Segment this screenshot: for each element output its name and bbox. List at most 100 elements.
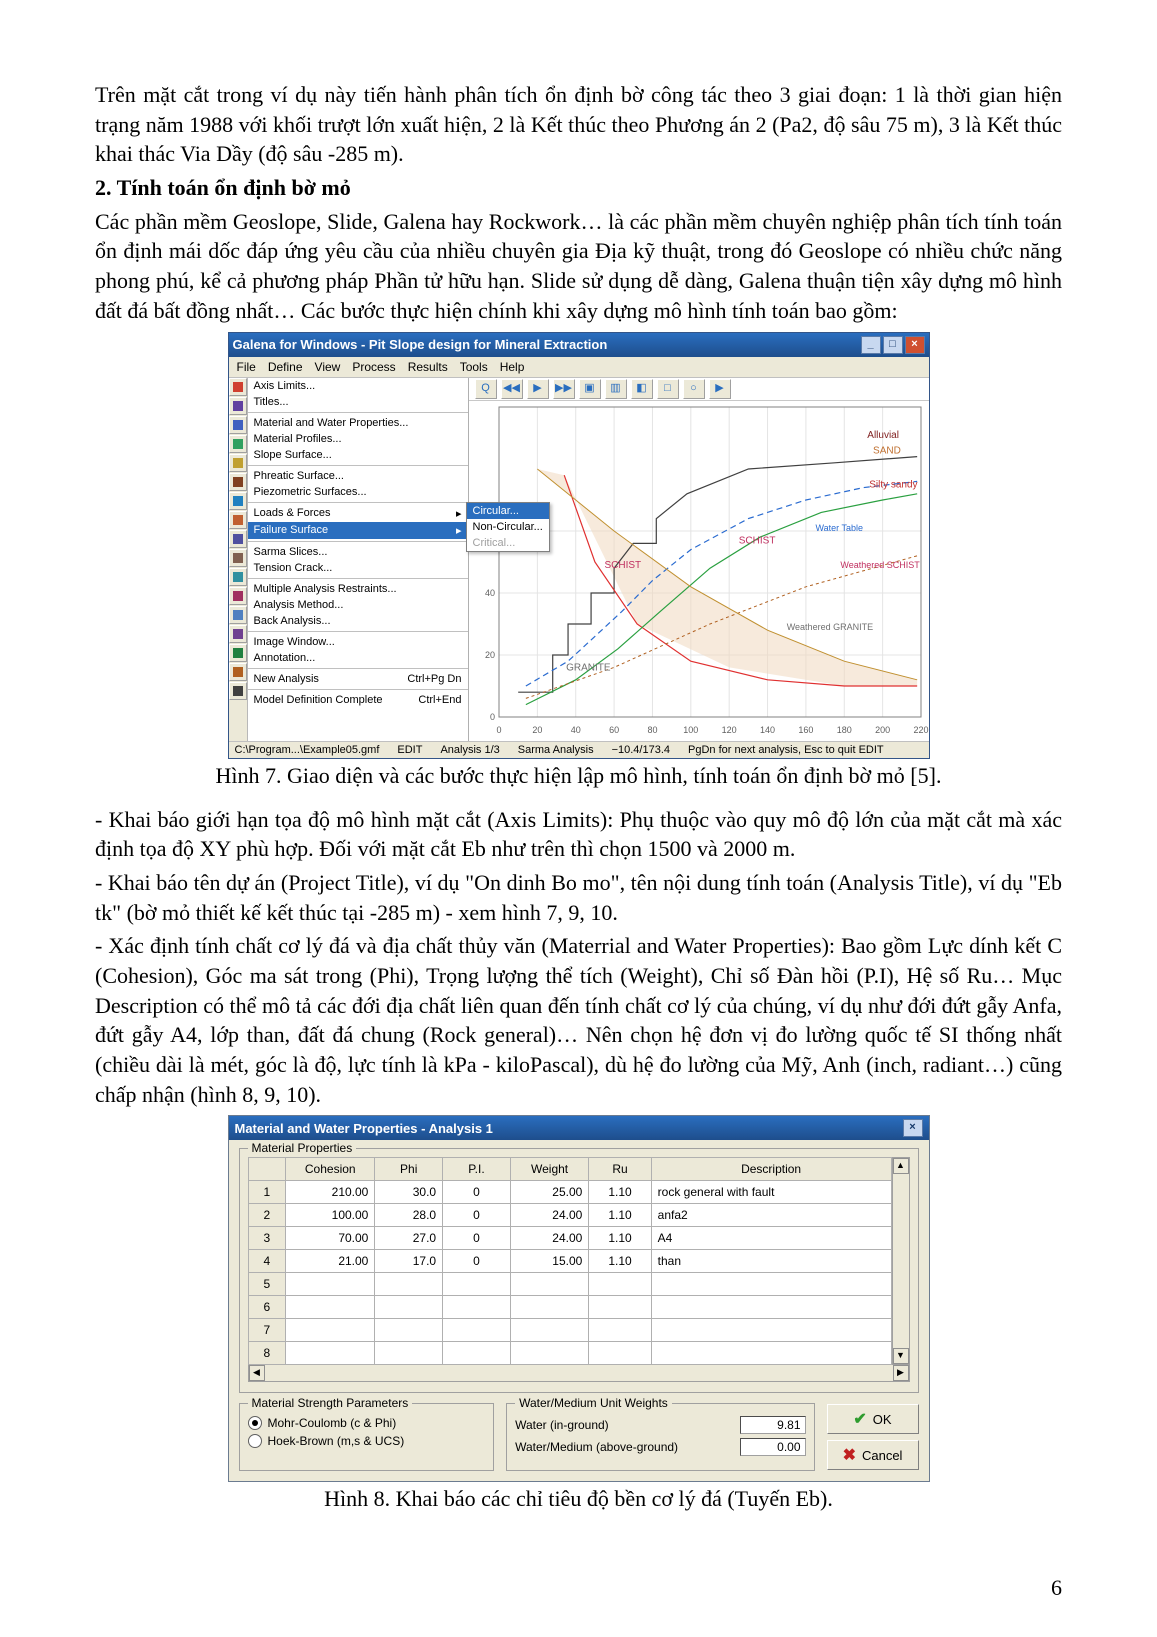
toolbar-icon[interactable]: ○ — [683, 379, 705, 399]
svg-text:Weathered SCHIST: Weathered SCHIST — [840, 560, 920, 570]
horizontal-scrollbar[interactable]: ◀ ▶ — [248, 1365, 910, 1382]
tool-sidebar — [229, 378, 248, 741]
tool-icon[interactable] — [229, 682, 247, 700]
maximize-icon[interactable]: □ — [883, 336, 903, 354]
toolbar-icon[interactable]: ▶ — [709, 379, 731, 399]
scroll-up-icon[interactable]: ▲ — [893, 1158, 909, 1174]
vertical-scrollbar[interactable]: ▲ ▼ — [892, 1157, 910, 1365]
dropdown-item[interactable]: Back Analysis... — [248, 613, 468, 629]
dropdown-item[interactable]: Phreatic Surface... — [248, 468, 468, 484]
tool-icon[interactable] — [229, 397, 247, 415]
toolbar-icon[interactable]: ◧ — [631, 379, 653, 399]
tool-icon[interactable] — [229, 530, 247, 548]
table-row[interactable]: 5 — [248, 1273, 891, 1296]
table-row[interactable]: 7 — [248, 1319, 891, 1342]
menu-item[interactable]: Help — [500, 360, 525, 374]
dropdown-item[interactable]: Annotation... — [248, 650, 468, 666]
failure-surface-submenu[interactable]: Circular...Non-Circular...Critical... — [466, 502, 550, 552]
tool-icon[interactable] — [229, 492, 247, 510]
close-icon[interactable]: × — [905, 336, 925, 354]
tool-icon[interactable] — [229, 663, 247, 681]
table-row[interactable]: 8 — [248, 1342, 891, 1365]
table-row[interactable]: 6 — [248, 1296, 891, 1319]
toolbar-icon[interactable]: ▶▶ — [553, 379, 575, 399]
dropdown-item[interactable]: Titles... — [248, 394, 468, 410]
status-bar: C:\Program...\Example05.gmfEDITAnalysis … — [229, 741, 929, 758]
tool-icon[interactable] — [229, 416, 247, 434]
button-label: Cancel — [862, 1448, 902, 1463]
svg-text:0: 0 — [489, 712, 494, 722]
field-label: Water (in-ground) — [515, 1418, 609, 1432]
dropdown-item[interactable]: Analysis Method... — [248, 597, 468, 613]
menu-item[interactable]: File — [237, 360, 256, 374]
svg-text:40: 40 — [570, 725, 580, 735]
dropdown-item[interactable]: Piezometric Surfaces... — [248, 484, 468, 500]
define-dropdown[interactable]: Axis Limits...Titles... Material and Wate… — [248, 378, 469, 741]
menu-item[interactable]: Define — [268, 360, 303, 374]
dropdown-item[interactable]: Material Profiles... — [248, 431, 468, 447]
dropdown-item[interactable]: Multiple Analysis Restraints... — [248, 581, 468, 597]
dropdown-item[interactable]: Model Definition CompleteCtrl+End — [248, 692, 468, 708]
material-table[interactable]: CohesionPhiP.I.WeightRuDescription1210.0… — [248, 1157, 892, 1365]
dropdown-item[interactable]: Material and Water Properties... — [248, 415, 468, 431]
submenu-item[interactable]: Non-Circular... — [467, 519, 549, 535]
submenu-item[interactable]: Circular... — [467, 503, 549, 519]
svg-text:180: 180 — [836, 725, 851, 735]
toolbar-icon[interactable]: ▥ — [605, 379, 627, 399]
tool-icon[interactable] — [229, 625, 247, 643]
toolbar-icon[interactable]: □ — [657, 379, 679, 399]
radio-icon[interactable] — [248, 1434, 262, 1448]
tool-icon[interactable] — [229, 644, 247, 662]
dropdown-item[interactable]: New AnalysisCtrl+Pg Dn — [248, 671, 468, 687]
dropdown-item[interactable]: Loads & Forces▸ — [248, 505, 468, 522]
table-row[interactable]: 370.0027.0024.001.10A4 — [248, 1227, 891, 1250]
tool-icon[interactable] — [229, 473, 247, 491]
menu-item[interactable]: View — [315, 360, 341, 374]
scroll-down-icon[interactable]: ▼ — [893, 1348, 909, 1364]
tool-icon[interactable] — [229, 511, 247, 529]
ok-button[interactable]: ✔ OK — [827, 1404, 919, 1434]
field-value[interactable]: 0.00 — [740, 1438, 806, 1456]
dropdown-item[interactable]: Tension Crack... — [248, 560, 468, 576]
dropdown-item[interactable]: Sarma Slices... — [248, 544, 468, 560]
menu-bar: File Define View Process Results Tools Help — [229, 357, 929, 378]
dropdown-item[interactable]: Image Window... — [248, 634, 468, 650]
water-weight-row: Water (in-ground) 9.81 — [515, 1416, 805, 1434]
scroll-left-icon[interactable]: ◀ — [249, 1365, 265, 1381]
table-row[interactable]: 1210.0030.0025.001.10rock general with f… — [248, 1181, 891, 1204]
paragraph: - Khai báo tên dự án (Project Title), ví… — [95, 868, 1062, 927]
svg-text:Water Table: Water Table — [815, 523, 863, 533]
dropdown-item[interactable]: Axis Limits... — [248, 378, 468, 394]
svg-text:SCHIST: SCHIST — [604, 560, 641, 571]
radio-hoek-brown[interactable]: Hoek-Brown (m,s & UCS) — [248, 1434, 486, 1448]
svg-text:140: 140 — [760, 725, 775, 735]
column-header: Phi — [375, 1158, 443, 1181]
submenu-item[interactable]: Critical... — [467, 535, 549, 551]
menu-item[interactable]: Process — [352, 360, 395, 374]
table-row[interactable]: 421.0017.0015.001.10than — [248, 1250, 891, 1273]
dropdown-item[interactable]: Failure Surface▸ — [248, 522, 468, 539]
radio-icon[interactable] — [248, 1416, 262, 1430]
toolbar-icon[interactable]: Q — [475, 379, 497, 399]
close-icon[interactable]: × — [903, 1119, 923, 1137]
dropdown-item[interactable]: Slope Surface... — [248, 447, 468, 463]
tool-icon[interactable] — [229, 378, 247, 396]
minimize-icon[interactable]: _ — [861, 336, 881, 354]
svg-text:40: 40 — [484, 588, 494, 598]
cancel-button[interactable]: ✖ Cancel — [827, 1440, 919, 1470]
field-value[interactable]: 9.81 — [740, 1416, 806, 1434]
table-row[interactable]: 2100.0028.0024.001.10anfa2 — [248, 1204, 891, 1227]
toolbar-icon[interactable]: ▣ — [579, 379, 601, 399]
menu-item[interactable]: Results — [408, 360, 448, 374]
menu-item[interactable]: Tools — [460, 360, 488, 374]
tool-icon[interactable] — [229, 549, 247, 567]
tool-icon[interactable] — [229, 587, 247, 605]
tool-icon[interactable] — [229, 568, 247, 586]
scroll-right-icon[interactable]: ▶ — [893, 1365, 909, 1381]
tool-icon[interactable] — [229, 454, 247, 472]
toolbar-icon[interactable]: ◀◀ — [501, 379, 523, 399]
tool-icon[interactable] — [229, 435, 247, 453]
tool-icon[interactable] — [229, 606, 247, 624]
toolbar-icon[interactable]: ▶ — [527, 379, 549, 399]
radio-mohr-coulomb[interactable]: Mohr-Coulomb (c & Phi) — [248, 1416, 486, 1430]
